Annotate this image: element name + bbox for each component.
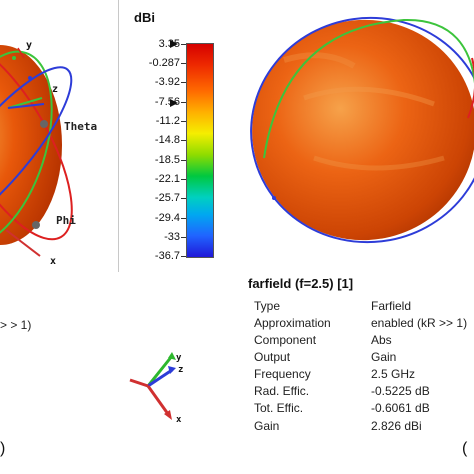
- scale-tick: 3.35: [158, 38, 180, 50]
- axis-x-label: x: [50, 256, 57, 267]
- theta-label: Theta: [64, 120, 98, 133]
- axis-y-line: [7, 97, 43, 109]
- scale-tick: -18.5: [154, 154, 180, 166]
- scale-tick: -0.287: [148, 57, 180, 69]
- axis-z-label: z: [52, 84, 59, 95]
- info-value-frequency: 2.5 GHz: [371, 367, 416, 381]
- axis-z-line: [7, 103, 45, 109]
- svg-text:z: z: [178, 365, 183, 375]
- axis-triad-icon: y z x: [120, 350, 192, 430]
- info-value-output: Gain: [371, 350, 397, 364]
- info-value-gain: 2.826 dBi: [371, 419, 422, 433]
- info-label-type: Type: [254, 299, 281, 313]
- red-ring: [467, 57, 474, 119]
- info-title: farfield (f=2.5) [1]: [248, 276, 354, 291]
- axis-x-line: [5, 229, 41, 257]
- info-value-type: Farfield: [371, 299, 412, 313]
- svg-text:x: x: [176, 415, 182, 425]
- info-value-component: Abs: [371, 333, 392, 347]
- phi-marker: [32, 221, 40, 229]
- max-pointer-icon: [170, 40, 178, 48]
- info-value-rad-effic: -0.5225 dB: [371, 384, 430, 398]
- info-label-rad-effic: Rad. Effic.: [254, 384, 310, 398]
- pattern-3d-render-left: [0, 39, 73, 257]
- left-view-border: [118, 0, 119, 272]
- info-label-frequency: Frequency: [254, 367, 311, 381]
- left-approximation-fragment: > > 1): [0, 318, 32, 332]
- phi-label: Phi: [56, 214, 76, 227]
- theta-marker: [40, 120, 48, 128]
- blue-ring: [250, 16, 474, 244]
- scale-tick: -14.8: [154, 134, 180, 146]
- pattern-3d-render-right: [250, 16, 474, 244]
- farfield-3d-view-right[interactable]: [244, 8, 474, 258]
- scale-tick: -25.7: [154, 192, 180, 204]
- level-pointer-icon: [170, 99, 178, 107]
- right-subfigure-paren: (: [462, 440, 468, 457]
- info-label-output: Output: [254, 350, 291, 364]
- info-label-gain: Gain: [254, 419, 280, 433]
- info-value-approximation: enabled (kR >> 1): [371, 316, 468, 330]
- scale-unit-label: dBi: [134, 10, 155, 25]
- color-scale-bar: [186, 43, 214, 258]
- svg-text:y: y: [176, 353, 182, 363]
- info-value-tot-effic: -0.6061 dB: [371, 401, 430, 415]
- radiation-pattern-lobe: [252, 19, 474, 241]
- blue-ring: [0, 66, 73, 234]
- scale-tick: -7.56: [154, 96, 180, 108]
- axis-y-label: y: [26, 40, 33, 51]
- green-ring: [0, 50, 53, 246]
- info-label-component: Component: [254, 333, 317, 347]
- scale-tick: -11.2: [155, 115, 180, 127]
- red-ring: [0, 39, 73, 241]
- green-ring: [263, 18, 474, 159]
- left-subfigure-paren: ): [0, 440, 6, 457]
- scale-tick: -22.1: [154, 173, 180, 185]
- scale-tick: -36.7: [154, 250, 180, 262]
- scale-tick: -3.92: [154, 76, 180, 88]
- info-label-approximation: Approximation: [254, 316, 331, 330]
- scale-tick: -33: [164, 231, 180, 243]
- scale-tick: -29.4: [154, 212, 180, 224]
- radiation-pattern-lobe: [0, 45, 62, 245]
- info-label-tot-effic: Tot. Effic.: [254, 401, 304, 415]
- farfield-3d-view-left[interactable]: y z Theta Phi x: [0, 0, 118, 272]
